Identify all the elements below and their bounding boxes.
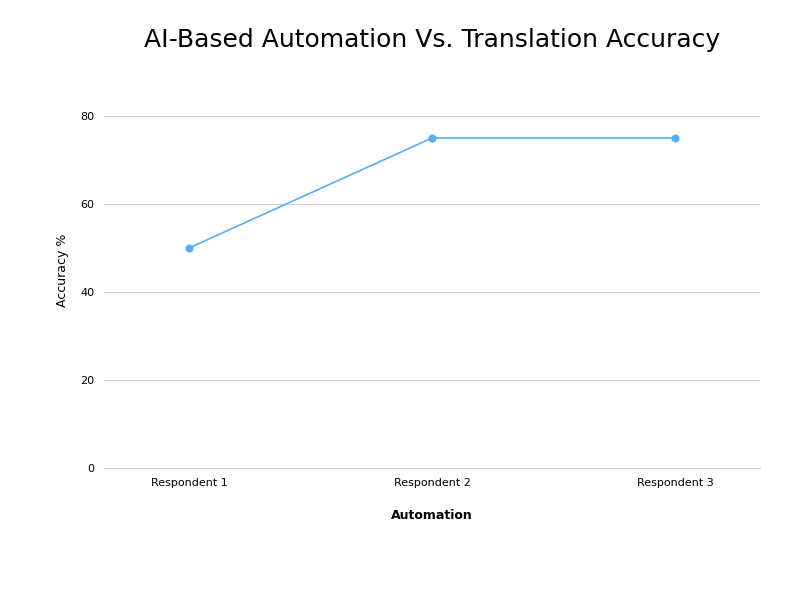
Y-axis label: Accuracy %: Accuracy % [56,233,69,307]
Title: AI-Based Automation Vs. Translation Accuracy: AI-Based Automation Vs. Translation Accu… [144,28,720,52]
X-axis label: Automation: Automation [391,509,473,521]
